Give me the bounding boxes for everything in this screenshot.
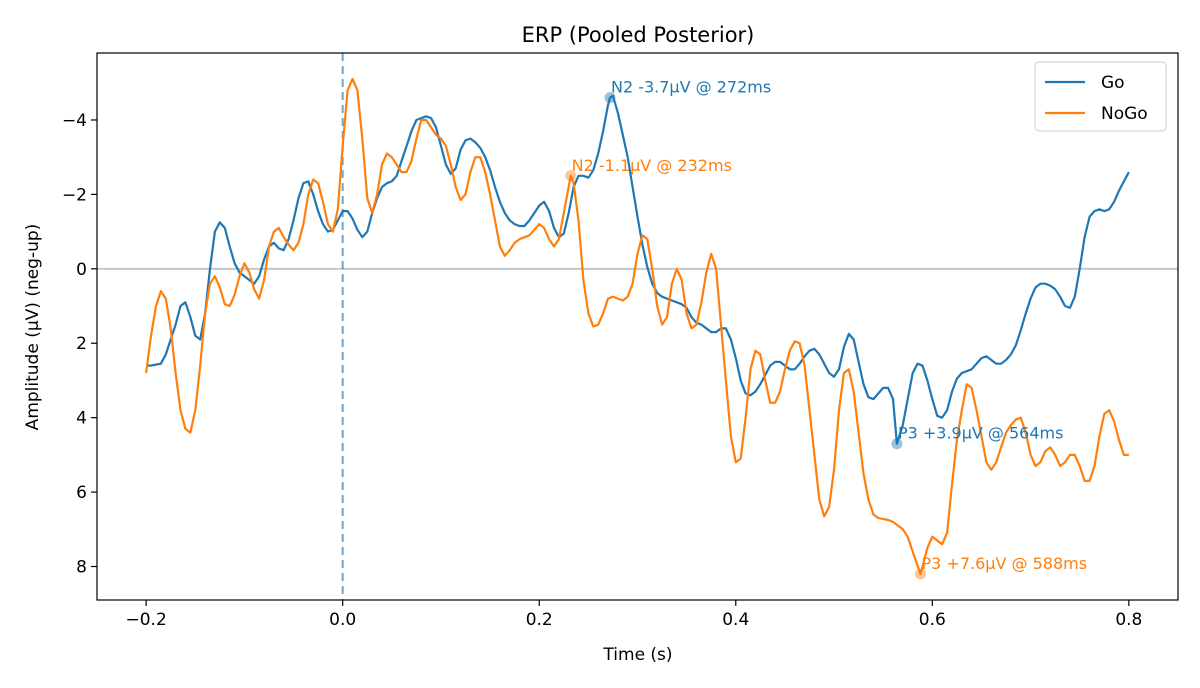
y-axis-label: Amplitude (µV) (neg-up)	[23, 224, 43, 431]
peak-marker	[604, 92, 616, 104]
x-axis-label: Time (s)	[602, 645, 672, 665]
legend: Go NoGo	[1034, 61, 1167, 132]
axes-frame	[96, 52, 1179, 601]
series-line-nogo	[145, 77, 1129, 576]
legend-go-label: Go	[1101, 73, 1125, 93]
peak-marker	[891, 438, 903, 450]
x-tick-label: 0.2	[526, 610, 553, 630]
peak-marker	[915, 568, 927, 580]
x-tick-label: 0.0	[329, 610, 356, 630]
x-tick-label: 0.6	[919, 610, 946, 630]
y-tick-label: −4	[62, 111, 87, 131]
y-tick-label: 6	[76, 483, 87, 503]
y-tick-label: −2	[62, 185, 87, 205]
peak-annotation: N2 -3.7µV @ 272ms	[611, 78, 771, 97]
y-tick-label: 0	[76, 260, 87, 280]
series-line-go	[146, 94, 1130, 445]
y-tick-label: 8	[76, 558, 87, 578]
y-tick-label: 4	[76, 409, 87, 429]
y-tick-label: 2	[76, 334, 87, 354]
chart-title: ERP (Pooled Posterior)	[522, 23, 755, 47]
peak-annotation: P3 +7.6µV @ 588ms	[922, 554, 1088, 573]
peak-annotation: P3 +3.9µV @ 564ms	[898, 424, 1064, 443]
x-tick-label: 0.4	[722, 610, 749, 630]
peak-marker	[565, 170, 577, 182]
x-tick-label: 0.8	[1115, 610, 1142, 630]
legend-nogo-label: NoGo	[1101, 104, 1148, 124]
x-tick-label: −0.2	[125, 610, 166, 630]
plot-area: N2 -3.7µV @ 272ms N2 -1.1µV @ 232ms P3 +3.…	[62, 52, 1179, 630]
peak-annotation: N2 -1.1µV @ 232ms	[572, 156, 732, 175]
